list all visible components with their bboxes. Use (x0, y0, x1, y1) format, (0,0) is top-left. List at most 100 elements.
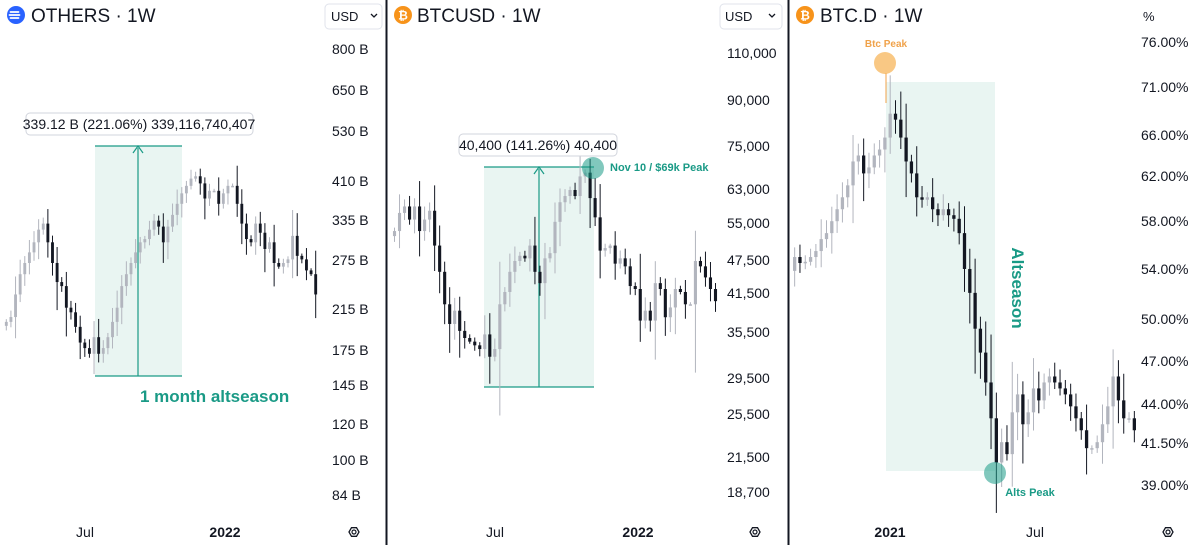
candle-body (915, 173, 919, 198)
chart-settings-button[interactable] (348, 527, 360, 537)
candle (129, 257, 133, 286)
candle-body (244, 223, 248, 240)
candle-body (305, 259, 308, 271)
candle-body (553, 221, 557, 254)
candle-body (97, 337, 101, 354)
candle (888, 75, 892, 154)
candle-body (793, 257, 797, 271)
candle (920, 186, 924, 208)
candle (899, 91, 903, 150)
candle-body (568, 189, 572, 197)
y-tick: 63,000 (727, 181, 770, 197)
candle-body (138, 242, 142, 253)
candle-body (175, 203, 179, 215)
candle (488, 313, 492, 384)
x-tick: Jul (486, 524, 504, 540)
candle (678, 285, 682, 295)
y-tick: 84 B (332, 487, 361, 503)
candle (673, 277, 677, 335)
candle-body (713, 288, 718, 302)
y-tick: 145 B (332, 377, 369, 393)
candle (846, 179, 850, 208)
candle (305, 248, 308, 281)
panel-btcusd: Nov 10 / $69k Peak 40,400 (141.26%) 40,4… (392, 3, 783, 540)
candle (423, 206, 427, 241)
y-tick: 66.00% (1141, 127, 1188, 143)
candle (703, 251, 708, 287)
candle-body (623, 258, 627, 267)
candle (925, 192, 929, 206)
candle (115, 290, 119, 336)
candle-body (115, 307, 119, 322)
candle-body (613, 245, 617, 264)
candle (994, 392, 998, 513)
candle (4, 319, 8, 331)
candle (272, 224, 276, 287)
hexagon-settings-icon[interactable] (749, 527, 761, 537)
y-tick: 650 B (332, 82, 369, 98)
candle-body (189, 178, 193, 186)
candle (23, 256, 27, 286)
candle (683, 279, 687, 319)
currency-selector-box[interactable] (719, 3, 783, 30)
candle-body (23, 262, 27, 275)
candle (1042, 373, 1046, 410)
candle (69, 300, 73, 320)
bitcoin-logo-glyph: ₿ (800, 9, 810, 23)
candle (543, 242, 547, 320)
hexagon-settings-icon[interactable] (348, 527, 360, 537)
candle (1005, 425, 1009, 461)
candle-body (824, 233, 829, 240)
candle (180, 187, 184, 218)
candle-body (1037, 388, 1041, 401)
measure-label-box (25, 112, 254, 136)
currency-selector-box[interactable] (324, 3, 383, 30)
chart-header: ₿ BTC.D · 1W (796, 6, 922, 27)
x-tick: 2021 (874, 524, 905, 540)
candle (249, 235, 253, 247)
candle (523, 250, 527, 262)
candle (941, 194, 945, 221)
currency-label: USD (331, 9, 358, 24)
x-tick: Jul (1026, 524, 1044, 540)
candle (161, 213, 165, 263)
chart-settings-button[interactable] (1162, 527, 1174, 537)
candle (235, 165, 239, 217)
candle-body (984, 352, 988, 383)
y-tick: 47.00% (1141, 353, 1188, 369)
candle (428, 202, 432, 233)
candle-body (1053, 376, 1057, 383)
candle (240, 189, 244, 245)
candle (448, 287, 452, 353)
candle (212, 188, 216, 193)
candle (1063, 379, 1067, 405)
panel-btcd: Btc Peak Altseason Alts Peak ₿ BTC.D · 1… (793, 6, 1188, 540)
candle (952, 208, 956, 232)
candle (443, 261, 447, 325)
measure-label-box (458, 133, 618, 157)
y-tick: 71.00% (1141, 79, 1188, 95)
candle-body (295, 235, 299, 256)
currency-selector[interactable]: USD (719, 3, 783, 30)
candle-body (1111, 376, 1115, 407)
candle (97, 318, 101, 363)
chart-settings-button[interactable] (749, 527, 761, 537)
candle-body (407, 206, 412, 220)
candle (1095, 435, 1099, 453)
candle-body (941, 209, 945, 216)
candle-body (968, 268, 972, 293)
altseason-logo-lines (8, 11, 21, 19)
candle-body (41, 223, 45, 230)
candle (175, 189, 179, 226)
candle (633, 282, 637, 296)
candle (968, 248, 972, 324)
candle (1111, 349, 1115, 449)
candle (268, 237, 271, 253)
candle-body (867, 167, 871, 174)
candle-body (658, 283, 662, 289)
candle-body (194, 176, 198, 179)
candle-body (14, 294, 17, 318)
candle-body (92, 337, 96, 354)
hexagon-settings-icon[interactable] (1162, 527, 1174, 537)
currency-selector[interactable]: USD (324, 3, 383, 30)
